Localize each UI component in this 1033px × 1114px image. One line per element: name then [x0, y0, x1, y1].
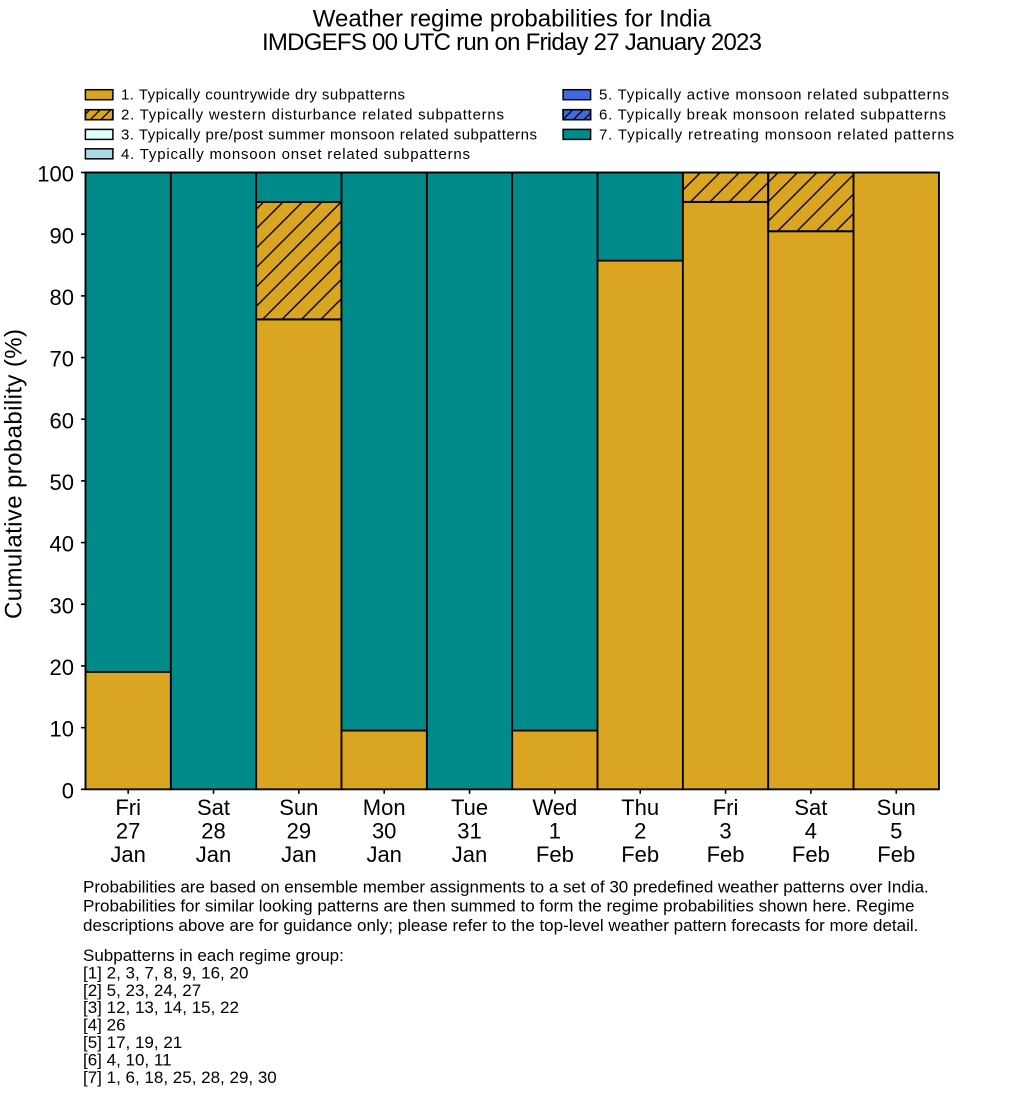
svg-text:40: 40: [50, 532, 74, 557]
svg-text:4. Typically monsoon onset rel: 4. Typically monsoon onset related subpa…: [121, 146, 470, 163]
svg-text:5. Typically active monsoon re: 5. Typically active monsoon related subp…: [599, 87, 949, 104]
svg-text:[1] 2, 3, 7, 8, 9, 16, 20: [1] 2, 3, 7, 8, 9, 16, 20: [83, 963, 248, 982]
svg-text:60: 60: [50, 408, 74, 433]
svg-text:10: 10: [50, 717, 74, 742]
svg-text:Weather regime probabilities f: Weather regime probabilities for India: [313, 6, 712, 33]
svg-text:90: 90: [50, 223, 74, 248]
svg-text:Subpatterns in each regime gro: Subpatterns in each regime group:: [83, 946, 344, 965]
svg-text:[5] 17, 19, 21: [5] 17, 19, 21: [83, 1033, 182, 1052]
svg-text:3. Typically pre/post summer m: 3. Typically pre/post summer monsoon rel…: [121, 126, 537, 143]
svg-text:1. Typically countrywide dry s: 1. Typically countrywide dry subpatterns: [121, 87, 405, 104]
svg-text:descriptions above are for gui: descriptions above are for guidance only…: [83, 916, 918, 935]
svg-text:Probabilities are based on ens: Probabilities are based on ensemble memb…: [83, 878, 929, 897]
svg-text:[2] 5, 23, 24, 27: [2] 5, 23, 24, 27: [83, 981, 201, 1000]
svg-text:7. Typically retreating monsoo: 7. Typically retreating monsoon related …: [599, 126, 954, 143]
svg-text:20: 20: [50, 655, 74, 680]
svg-text:30: 30: [50, 593, 74, 618]
svg-text:80: 80: [50, 285, 74, 310]
svg-text:[3] 12, 13, 14, 15, 22: [3] 12, 13, 14, 15, 22: [83, 998, 239, 1017]
svg-text:Cumulative probability (%): Cumulative probability (%): [1, 329, 28, 619]
svg-text:[7] 1, 6, 18, 25, 28, 29, 30: [7] 1, 6, 18, 25, 28, 29, 30: [83, 1068, 277, 1087]
svg-text:Probabilities for similar look: Probabilities for similar looking patter…: [83, 897, 915, 916]
svg-text:0: 0: [62, 778, 74, 803]
svg-text:2. Typically western disturban: 2. Typically western disturbance related…: [121, 107, 504, 124]
svg-text:6. Typically break monsoon rel: 6. Typically break monsoon related subpa…: [599, 107, 946, 124]
svg-text:[4] 26: [4] 26: [83, 1016, 126, 1035]
svg-text:70: 70: [50, 347, 74, 372]
svg-text:50: 50: [50, 470, 74, 495]
svg-text:[6] 4, 10, 11: [6] 4, 10, 11: [83, 1050, 172, 1069]
svg-text:100: 100: [37, 162, 74, 187]
svg-text:IMDGEFS 00 UTC run on Friday 2: IMDGEFS 00 UTC run on Friday 27 January …: [262, 29, 762, 56]
